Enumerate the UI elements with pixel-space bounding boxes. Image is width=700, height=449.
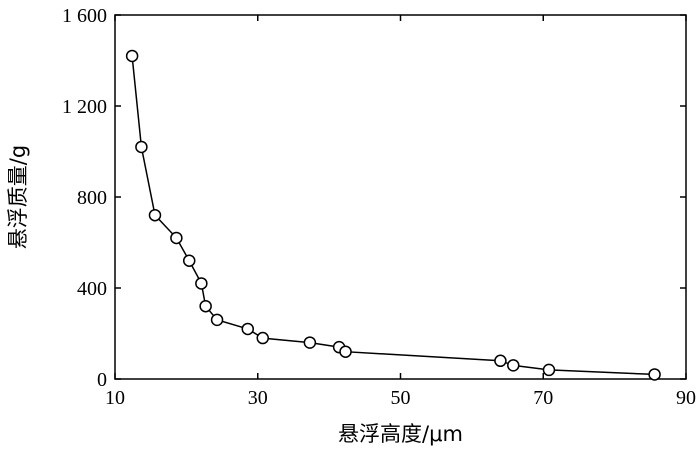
x-tick-label: 90 xyxy=(676,387,696,409)
tick-labels: 10 30 50 70 90 0 400 800 1 200 1 600 xyxy=(62,5,696,409)
ticks xyxy=(114,14,687,380)
data-point xyxy=(170,231,183,245)
y-tick-label: 400 xyxy=(77,278,107,300)
data-point xyxy=(648,368,661,381)
data-point xyxy=(195,277,208,290)
data-point xyxy=(339,345,352,358)
data-points xyxy=(125,49,661,381)
series-line xyxy=(131,55,655,376)
data-point xyxy=(210,313,224,327)
x-tick-label: 50 xyxy=(391,387,411,409)
data-point xyxy=(125,49,139,63)
data-point xyxy=(542,363,556,377)
data-point xyxy=(199,299,212,313)
y-tick-label: 1 200 xyxy=(62,96,107,118)
y-tick-label: 1 600 xyxy=(62,5,107,27)
data-point xyxy=(148,208,162,222)
data-point xyxy=(494,354,507,368)
x-axis-title: 悬浮高度/μm xyxy=(338,422,463,446)
y-tick-label: 800 xyxy=(77,187,107,209)
plot-frame xyxy=(114,14,687,380)
x-tick-label: 30 xyxy=(248,387,268,409)
y-axis-title: 悬浮质量/g xyxy=(6,145,30,249)
data-point xyxy=(135,140,148,154)
data-point xyxy=(256,331,269,345)
x-tick-label: 10 xyxy=(105,387,125,409)
data-point xyxy=(182,254,196,267)
data-point xyxy=(303,336,317,349)
data-point xyxy=(241,322,255,336)
x-tick-label: 70 xyxy=(533,387,553,409)
data-point xyxy=(507,359,520,372)
y-tick-label: 0 xyxy=(97,369,107,391)
